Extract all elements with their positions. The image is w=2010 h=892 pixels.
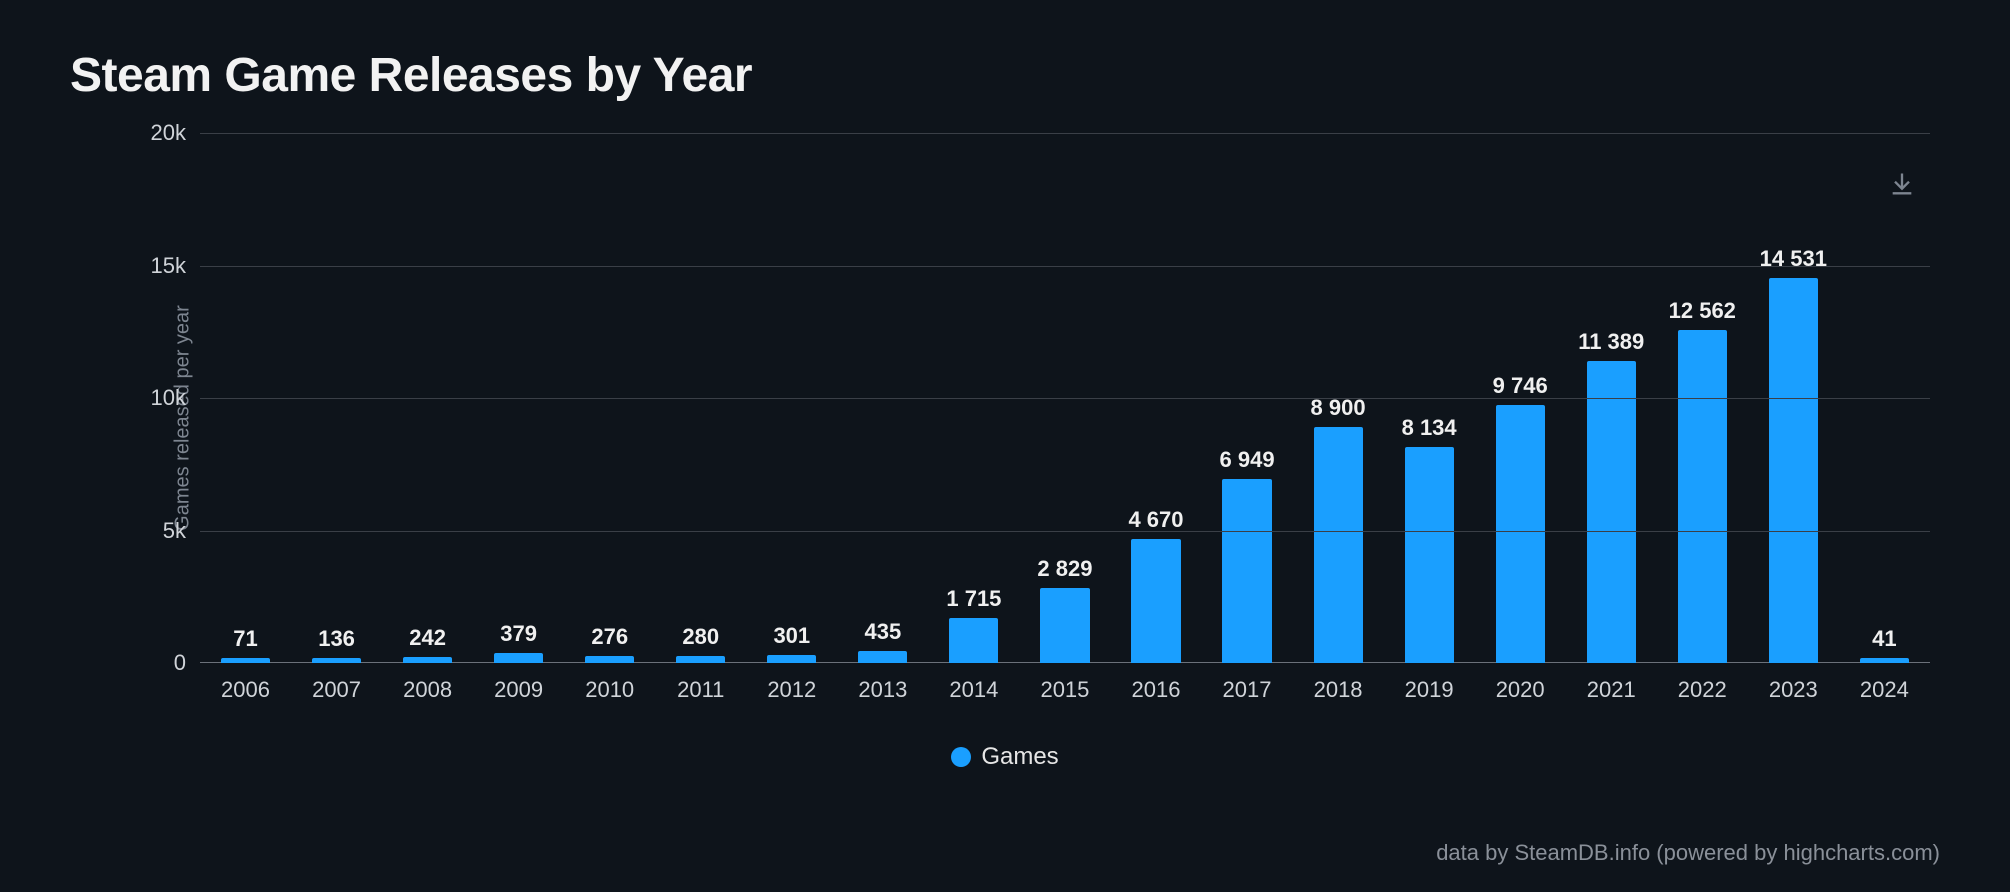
x-tick-label: 2011	[677, 677, 724, 703]
bar[interactable]	[1131, 539, 1180, 663]
chart-container: Steam Game Releases by Year Games releas…	[0, 0, 2010, 892]
chart-plot-area: Games released per year 7120061362007242…	[140, 113, 1930, 723]
bar-value-label: 1 715	[946, 586, 1001, 612]
bar[interactable]	[1222, 479, 1271, 663]
legend-marker	[951, 747, 971, 767]
bar[interactable]	[767, 655, 816, 663]
x-tick-label: 2018	[1314, 677, 1363, 703]
bar[interactable]	[858, 651, 907, 663]
x-tick-label: 2006	[221, 677, 270, 703]
bar-value-label: 280	[682, 624, 719, 650]
x-tick-label: 2014	[949, 677, 998, 703]
x-tick-label: 2024	[1860, 677, 1909, 703]
bar-value-label: 71	[233, 626, 257, 652]
x-tick-label: 2008	[403, 677, 452, 703]
legend-label: Games	[981, 743, 1058, 771]
y-tick-label: 20k	[151, 120, 186, 146]
bar[interactable]	[676, 656, 725, 663]
bar[interactable]	[1314, 427, 1363, 663]
y-axis-label: Games released per year	[171, 305, 194, 531]
legend[interactable]: Games	[70, 743, 1940, 771]
plot: 7120061362007242200837920092762010280201…	[200, 133, 1930, 663]
gridline	[200, 398, 1930, 399]
bar-value-label: 435	[864, 619, 901, 645]
bar-value-label: 6 949	[1220, 447, 1275, 473]
bar[interactable]	[494, 653, 543, 663]
x-tick-label: 2010	[585, 677, 634, 703]
bar[interactable]	[1040, 588, 1089, 663]
bar[interactable]	[221, 658, 270, 663]
x-tick-label: 2022	[1678, 677, 1727, 703]
y-tick-label: 0	[174, 650, 186, 676]
bar-value-label: 242	[409, 625, 446, 651]
x-tick-label: 2020	[1496, 677, 1545, 703]
bar-value-label: 276	[591, 624, 628, 650]
gridline	[200, 531, 1930, 532]
bar[interactable]	[312, 658, 361, 663]
bar[interactable]	[1678, 330, 1727, 663]
x-tick-label: 2021	[1587, 677, 1636, 703]
y-tick-label: 15k	[151, 253, 186, 279]
x-tick-label: 2007	[312, 677, 361, 703]
y-tick-label: 5k	[163, 518, 186, 544]
chart-credit[interactable]: data by SteamDB.info (powered by highcha…	[1436, 840, 1940, 866]
x-tick-label: 2023	[1769, 677, 1818, 703]
bar[interactable]	[1405, 447, 1454, 663]
x-tick-label: 2009	[494, 677, 543, 703]
bar[interactable]	[1496, 405, 1545, 663]
x-tick-label: 2019	[1405, 677, 1454, 703]
bar-value-label: 8 134	[1402, 415, 1457, 441]
chart-title: Steam Game Releases by Year	[70, 48, 1940, 103]
bar-value-label: 379	[500, 621, 537, 647]
y-tick-label: 10k	[151, 385, 186, 411]
bar-value-label: 2 829	[1037, 556, 1092, 582]
bar[interactable]	[1860, 658, 1909, 663]
bar-value-label: 4 670	[1128, 507, 1183, 533]
x-tick-label: 2013	[858, 677, 907, 703]
x-tick-label: 2016	[1132, 677, 1181, 703]
bar-value-label: 136	[318, 626, 355, 652]
gridline	[200, 133, 1930, 134]
bar-value-label: 41	[1872, 626, 1896, 652]
bar-value-label: 9 746	[1493, 373, 1548, 399]
bar-value-label: 14 531	[1760, 246, 1827, 272]
bar[interactable]	[403, 657, 452, 663]
gridline	[200, 266, 1930, 267]
x-tick-label: 2015	[1040, 677, 1089, 703]
x-tick-label: 2012	[767, 677, 816, 703]
bar[interactable]	[949, 618, 998, 663]
bar-value-label: 12 562	[1669, 298, 1736, 324]
bar[interactable]	[585, 656, 634, 663]
bar[interactable]	[1769, 278, 1818, 663]
bar-value-label: 8 900	[1311, 395, 1366, 421]
x-tick-label: 2017	[1223, 677, 1272, 703]
bar-value-label: 11 389	[1578, 329, 1644, 355]
bar[interactable]	[1587, 361, 1636, 663]
bar-value-label: 301	[773, 623, 810, 649]
